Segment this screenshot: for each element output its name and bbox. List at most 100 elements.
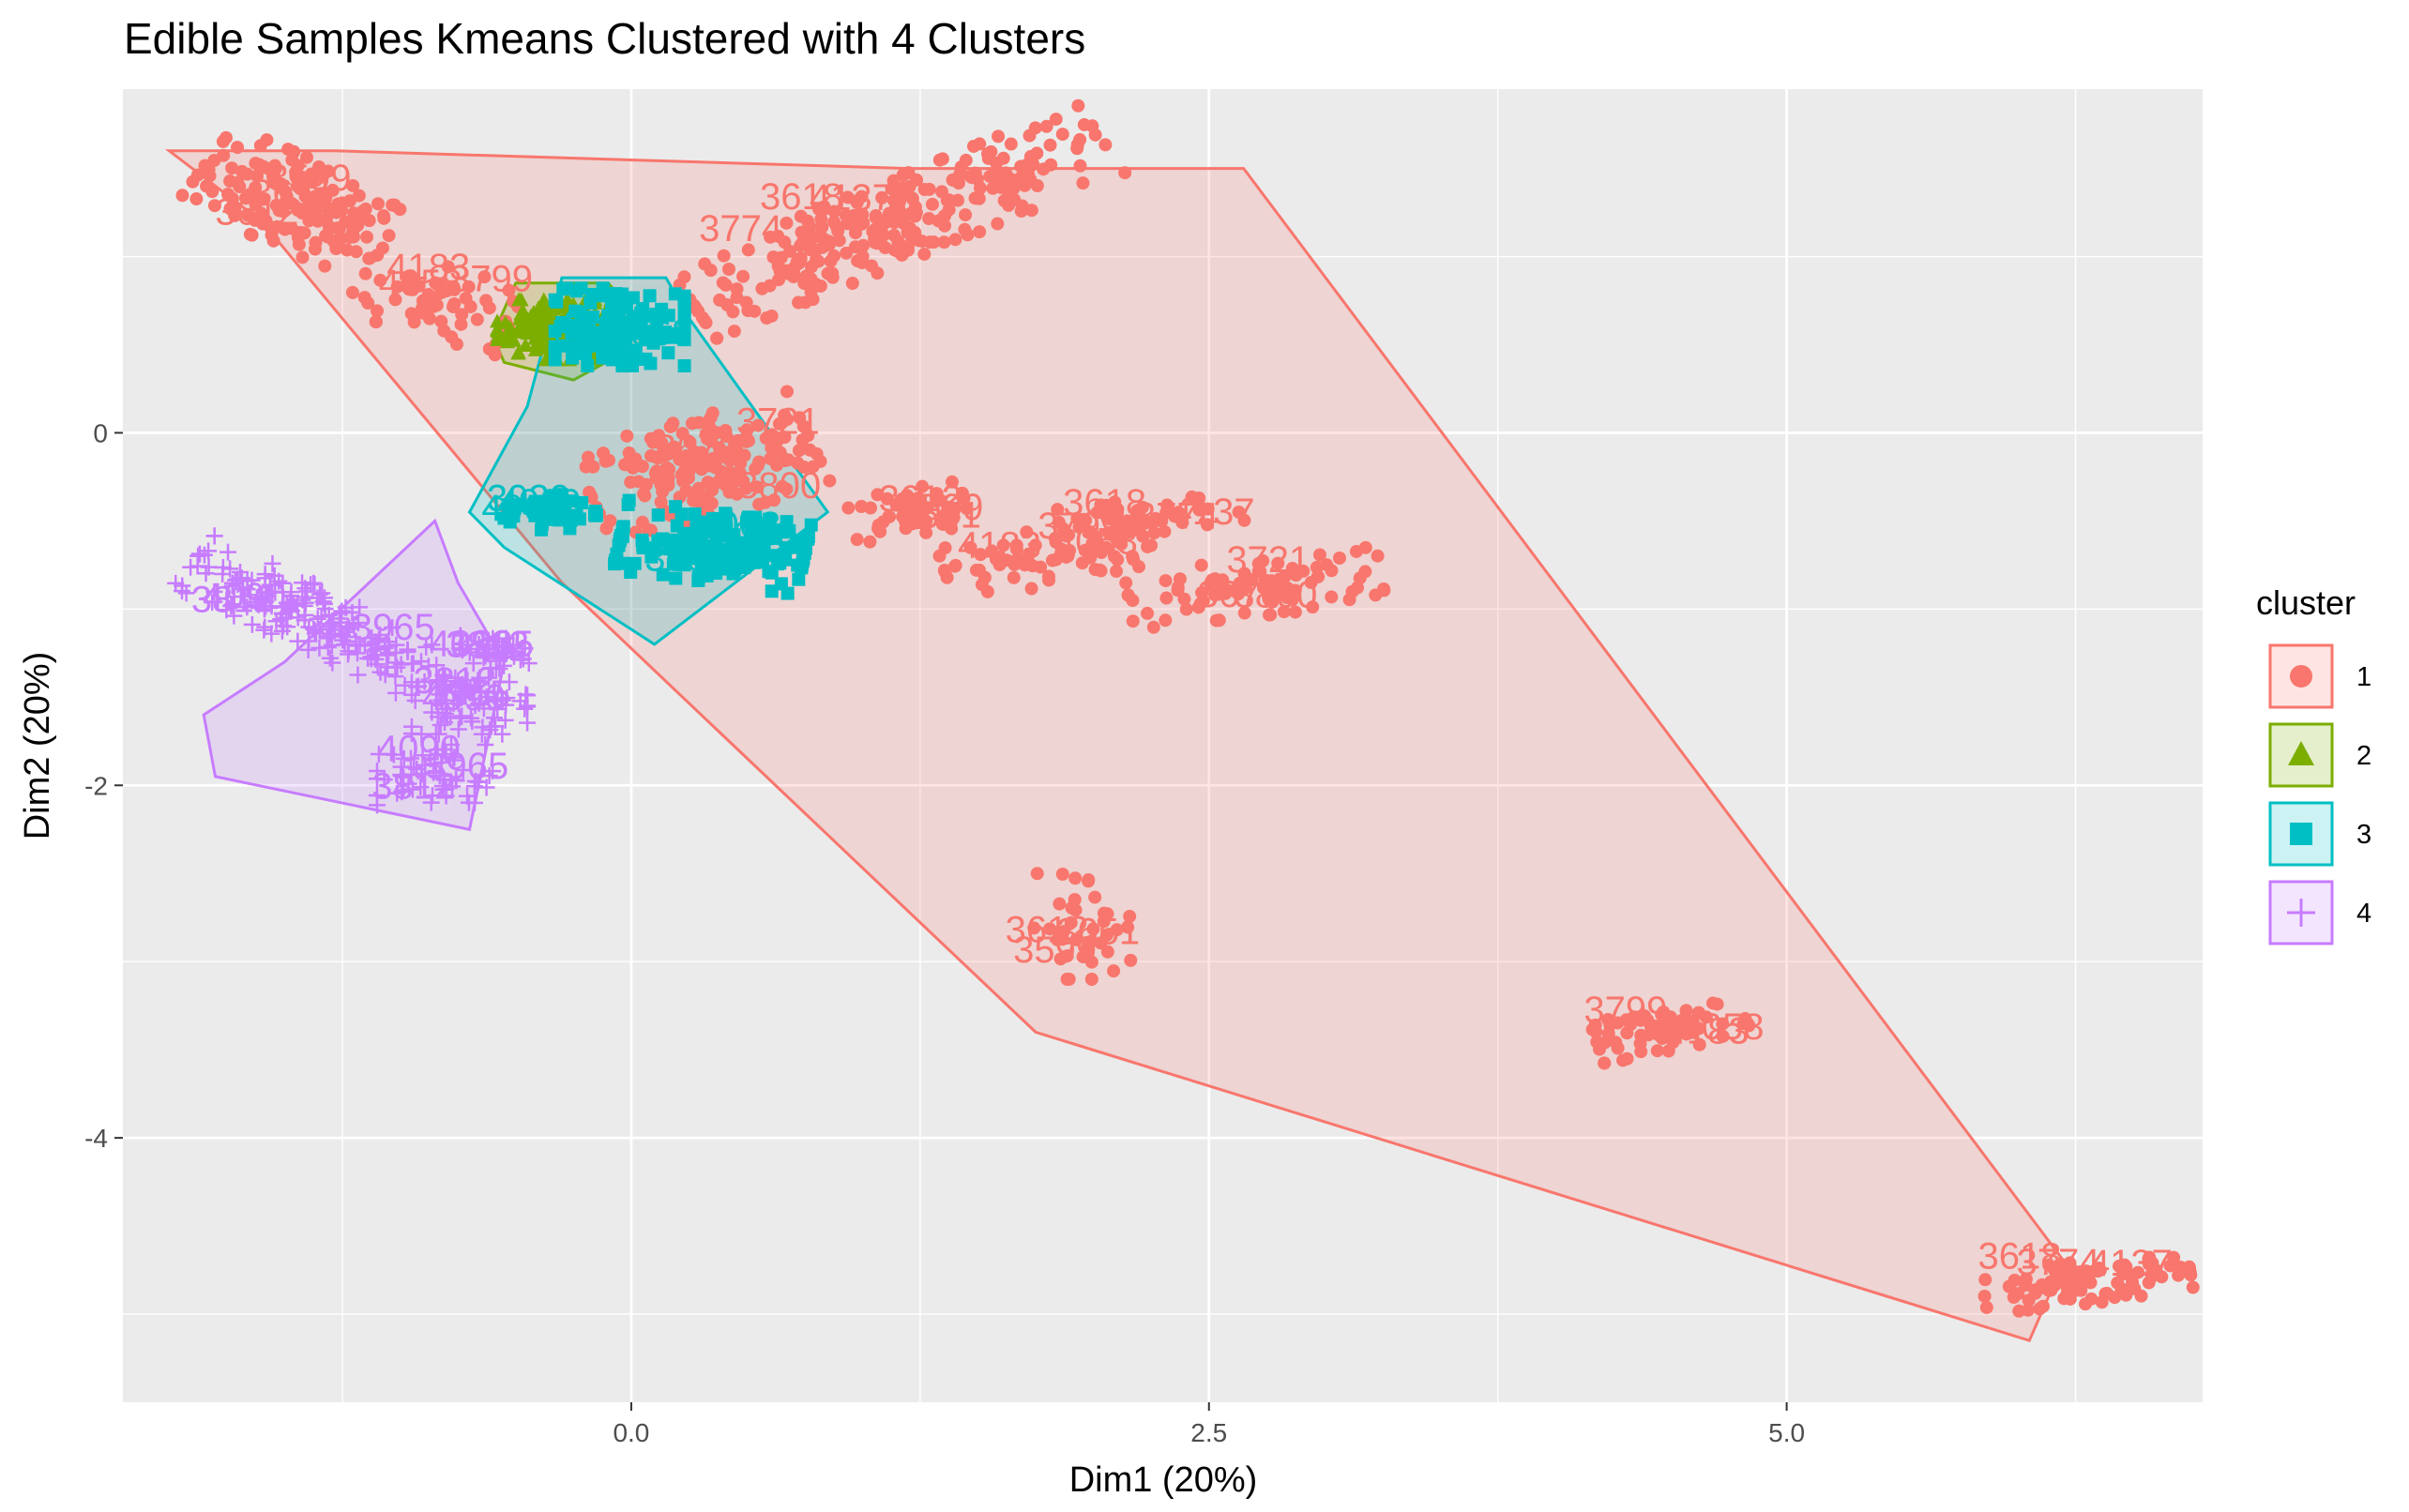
cluster-4-point: [399, 641, 417, 658]
cluster-1-point: [1716, 1017, 1730, 1031]
cluster-4-point: [200, 542, 218, 560]
cluster-1-point: [925, 197, 939, 211]
cluster-2-point: [513, 306, 529, 321]
cluster-1-point: [734, 457, 748, 471]
cluster-1-point: [2142, 1276, 2156, 1290]
point-label: 4137: [2089, 1243, 2173, 1284]
cluster-4-point: [220, 543, 237, 561]
cluster-4-point: [321, 649, 339, 667]
cluster-1-point: [917, 247, 932, 261]
cluster-1-point: [358, 266, 372, 280]
point-label: 3965: [425, 746, 508, 787]
cluster-4-point: [493, 725, 511, 743]
cluster-4-point: [403, 655, 421, 673]
cluster-1-point: [388, 293, 402, 307]
cluster-3-point: [641, 310, 655, 324]
cluster-1-point: [1271, 556, 1285, 570]
cluster-1-point: [765, 309, 779, 323]
cluster-3-point: [558, 500, 572, 514]
cluster-1-point: [1195, 585, 1209, 599]
cluster-4-point: [221, 560, 239, 578]
cluster-1-point: [1200, 518, 1214, 532]
cluster-4-point: [402, 718, 420, 735]
cluster-4-point: [480, 767, 498, 785]
point-label: 3670: [1198, 574, 1281, 615]
cluster-1-point: [1068, 871, 1083, 885]
cluster-1-point: [741, 243, 755, 257]
cluster-1-point: [2084, 1292, 2098, 1306]
cluster-1-point: [2060, 1286, 2074, 1300]
cluster-1-point: [1144, 538, 1159, 552]
cluster-1-point: [1094, 936, 1108, 950]
cluster-3-point: [679, 547, 693, 561]
cluster-1-point: [2092, 1262, 2106, 1276]
cluster-1-point: [863, 535, 877, 549]
cluster-1-point: [801, 214, 815, 228]
cluster-1-point: [1114, 537, 1129, 552]
cluster-1-point: [416, 306, 430, 320]
cluster-4-point: [462, 709, 480, 727]
cluster-1-point: [1310, 560, 1324, 574]
cluster-1-point: [1030, 146, 1044, 160]
cluster-4-point: [477, 688, 495, 706]
cluster-4-point: [387, 636, 405, 654]
cluster-3-point: [661, 346, 675, 360]
cluster-4-point: [477, 644, 494, 662]
cluster-1-point: [402, 271, 417, 285]
point-label: 4068: [609, 312, 692, 354]
cluster-1-point: [2182, 1260, 2196, 1274]
cluster-3-point: [792, 572, 806, 586]
cluster-1-point: [827, 204, 841, 219]
cluster-1-point: [1110, 565, 1124, 579]
cluster-1-point: [1070, 138, 1084, 152]
cluster-1-point: [629, 458, 644, 472]
cluster-3-point: [502, 498, 516, 512]
cluster-1-point: [2083, 1276, 2098, 1290]
cluster-1-point: [1061, 548, 1075, 562]
cluster-4-point: [437, 787, 455, 805]
cluster-1-point: [740, 423, 754, 437]
cluster-1-point: [722, 479, 736, 493]
cluster-4-point: [387, 654, 405, 672]
cluster-1-point: [1312, 548, 1326, 562]
cluster-3-point: [588, 508, 602, 522]
cluster-3-point: [581, 359, 595, 373]
cluster-1-point: [243, 188, 257, 202]
cluster-4-point: [489, 701, 507, 718]
cluster-1-point: [315, 169, 329, 183]
cluster-1-point: [1353, 571, 1367, 585]
cluster-1-point: [1977, 1289, 1992, 1303]
cluster-1-point: [1237, 513, 1251, 527]
cluster-1-point: [279, 195, 293, 209]
cluster-1-point: [1159, 574, 1173, 588]
cluster-3-point: [599, 341, 614, 355]
cluster-4-point: [402, 749, 420, 767]
cluster-1-point: [947, 174, 962, 188]
cluster-1-point: [907, 506, 921, 520]
cluster-4-point: [437, 676, 455, 694]
cluster-1-point: [1325, 590, 1339, 604]
cluster-1-point: [375, 241, 389, 255]
cluster-1-point: [1068, 893, 1082, 907]
cluster-3-point: [798, 541, 812, 555]
cluster-4-point: [243, 571, 261, 589]
cluster-1-point: [683, 435, 697, 449]
cluster-1-point: [1264, 608, 1278, 622]
cluster-1-point: [848, 226, 862, 240]
cluster-1-point: [1107, 964, 1121, 978]
legend-glyph-2: [2288, 741, 2314, 765]
cluster-1-point: [477, 270, 492, 284]
cluster-1-point: [362, 214, 376, 228]
cluster-1-point: [1121, 920, 1135, 934]
cluster-3-point: [677, 295, 691, 309]
cluster-1-point: [252, 158, 266, 172]
point-label: 4058: [379, 263, 462, 304]
cluster-4-point: [255, 621, 273, 639]
cluster-1-point: [933, 493, 947, 507]
cluster-1-point: [856, 238, 871, 252]
cluster-1-point: [932, 153, 947, 167]
cluster-1-point: [297, 226, 311, 240]
cluster-1-point: [1060, 972, 1074, 986]
point-label: 3965: [427, 673, 510, 715]
cluster-1-point: [973, 137, 987, 151]
